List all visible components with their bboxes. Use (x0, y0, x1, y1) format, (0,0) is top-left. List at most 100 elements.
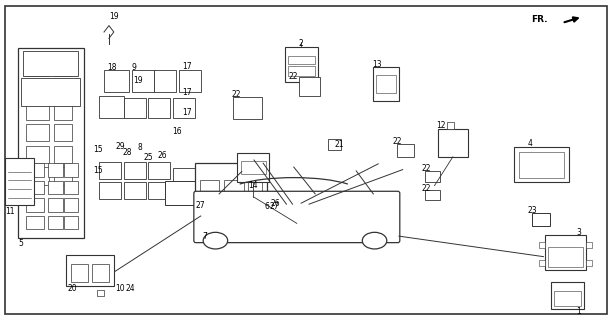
Text: 24: 24 (125, 284, 135, 293)
Text: 19: 19 (109, 12, 119, 20)
Bar (179, 70, 201, 92)
Text: 22: 22 (421, 184, 431, 193)
Bar (200, 207, 219, 226)
Text: 27: 27 (269, 202, 279, 211)
Bar (233, 97, 262, 119)
Text: 29: 29 (115, 142, 125, 151)
Bar (154, 70, 176, 92)
Bar (288, 66, 315, 76)
Bar (104, 70, 129, 92)
Text: 21: 21 (334, 140, 344, 149)
Text: 9: 9 (132, 63, 136, 72)
Bar (173, 168, 195, 186)
Bar (248, 231, 259, 237)
Bar (26, 59, 49, 76)
Text: 22: 22 (289, 72, 299, 81)
Bar (99, 182, 121, 199)
Text: 28: 28 (122, 148, 132, 156)
Bar (66, 255, 114, 286)
Bar (48, 198, 63, 212)
Bar (248, 207, 262, 226)
Bar (165, 181, 195, 205)
Bar (173, 98, 195, 118)
Bar (48, 181, 63, 194)
Bar (5, 158, 34, 205)
Bar (54, 59, 72, 76)
Bar (54, 146, 72, 163)
Bar (71, 264, 88, 282)
Text: 22: 22 (421, 164, 431, 173)
Text: 26: 26 (158, 151, 168, 160)
Bar (586, 242, 592, 248)
Bar (373, 67, 399, 101)
Bar (26, 124, 49, 141)
Bar (54, 167, 72, 185)
Bar (23, 51, 78, 76)
Bar (18, 48, 84, 238)
Bar (447, 122, 454, 129)
Bar (148, 98, 170, 118)
FancyBboxPatch shape (194, 191, 400, 243)
Bar (328, 139, 341, 150)
Bar (64, 163, 78, 177)
Text: 22: 22 (393, 137, 403, 146)
Text: 25: 25 (144, 153, 154, 162)
Bar (64, 181, 78, 194)
Bar (224, 207, 244, 226)
Bar (132, 70, 154, 92)
Bar (514, 147, 569, 182)
Bar (285, 47, 318, 82)
Bar (26, 80, 49, 98)
Bar (425, 171, 440, 182)
Bar (397, 144, 414, 157)
Bar (425, 190, 440, 200)
Text: 19: 19 (133, 76, 143, 84)
Text: 2: 2 (299, 39, 304, 48)
Bar (54, 102, 72, 120)
Bar (224, 180, 244, 198)
Text: 4: 4 (528, 139, 532, 148)
Text: FR.: FR. (531, 15, 548, 24)
Bar (26, 216, 44, 229)
Bar (99, 162, 121, 179)
Text: 14: 14 (248, 181, 258, 190)
Bar (54, 80, 72, 98)
Bar (200, 180, 219, 198)
Bar (148, 162, 170, 179)
Bar (21, 78, 80, 106)
Bar (241, 161, 266, 174)
Bar (26, 146, 49, 163)
Bar (26, 181, 44, 194)
Ellipse shape (203, 232, 228, 249)
Text: 17: 17 (182, 88, 192, 97)
Ellipse shape (362, 232, 387, 249)
Text: 1: 1 (577, 307, 581, 316)
Text: 6: 6 (264, 202, 269, 211)
Bar (173, 186, 195, 202)
Bar (233, 231, 244, 237)
Bar (54, 124, 72, 141)
Bar (26, 102, 49, 120)
Bar (124, 182, 146, 199)
Text: 23: 23 (528, 206, 537, 215)
Text: 16: 16 (173, 127, 182, 136)
Bar (97, 290, 104, 296)
Text: 22: 22 (231, 90, 241, 99)
Text: 15: 15 (93, 166, 103, 175)
Text: 10: 10 (115, 284, 125, 293)
Bar (124, 98, 146, 118)
Text: 13: 13 (372, 60, 382, 68)
Bar (438, 129, 468, 157)
Bar (539, 260, 545, 266)
Text: 27: 27 (196, 201, 206, 210)
Text: 18: 18 (107, 63, 117, 72)
Bar (64, 216, 78, 229)
Bar (92, 264, 109, 282)
Text: 3: 3 (577, 228, 581, 237)
Bar (554, 291, 581, 306)
Bar (196, 232, 208, 240)
Bar (195, 163, 267, 234)
Bar (211, 232, 223, 240)
Text: 12: 12 (436, 121, 446, 130)
Bar (48, 216, 63, 229)
